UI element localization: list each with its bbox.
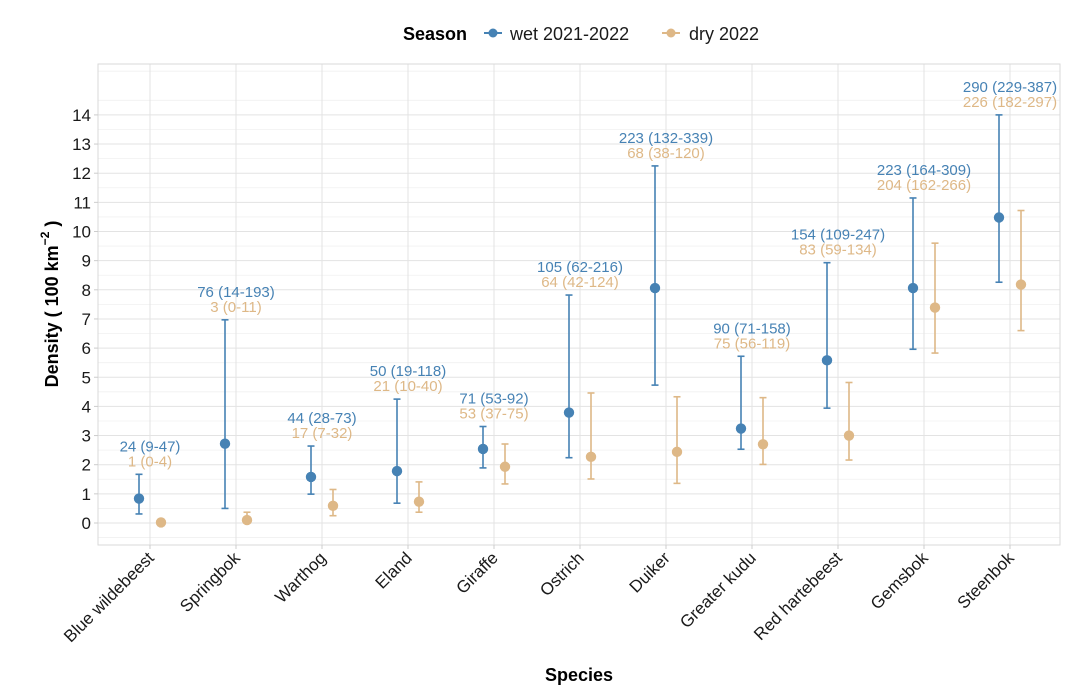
y-tick-label: 11 — [73, 193, 91, 212]
errorbar — [565, 294, 573, 459]
data-label-wet: 50 (19-118) — [370, 363, 446, 380]
x-axis-title: Species — [545, 665, 613, 685]
data-label-dry: 53 (37-75) — [459, 406, 528, 423]
errorbar — [221, 319, 229, 510]
data-label-wet: 76 (14-193) — [197, 284, 275, 301]
data-point — [671, 446, 683, 458]
legend-entry-dry: dry 2022 — [662, 24, 759, 44]
data-label-dry: 68 (38-120) — [627, 145, 705, 162]
data-label-wet: 223 (164-309) — [877, 162, 971, 179]
data-label-wet: 24 (9-47) — [120, 438, 181, 455]
legend: Season wet 2021-2022 dry 2022 — [403, 24, 759, 44]
data-point — [843, 430, 855, 441]
y-tick-label: 0 — [82, 514, 91, 533]
data-label-dry: 226 (182-297) — [963, 94, 1057, 111]
y-tick-label: 13 — [72, 135, 91, 154]
y-axis-title-close: ) — [42, 221, 62, 232]
data-point — [413, 496, 425, 507]
data-point — [219, 438, 231, 449]
legend-label-wet: wet 2021-2022 — [509, 24, 629, 44]
series-dry — [155, 209, 1027, 528]
errorbar — [823, 261, 831, 409]
data-label-dry: 3 (0-11) — [210, 299, 261, 316]
y-tick-label: 12 — [72, 164, 91, 183]
data-label-dry: 204 (162-266) — [877, 177, 971, 194]
panel-border — [97, 63, 1061, 546]
y-tick-label: 3 — [82, 427, 91, 446]
data-point — [563, 407, 575, 418]
errorbar — [307, 445, 315, 495]
y-tick-label: 10 — [72, 223, 91, 242]
data-label-dry: 64 (42-124) — [541, 274, 619, 291]
data-label-dry: 1 (0-4) — [128, 453, 172, 470]
data-point — [649, 282, 661, 294]
data-point — [585, 451, 597, 463]
data-point — [757, 439, 769, 450]
series-wet — [133, 114, 1005, 515]
data-point — [305, 471, 317, 483]
errorbar — [673, 395, 681, 485]
y-tick-label: 2 — [82, 456, 91, 475]
data-label-dry: 17 (7-32) — [292, 425, 353, 442]
data-point — [499, 461, 511, 472]
y-tick-label: 9 — [82, 252, 91, 271]
errorbar — [651, 165, 659, 386]
y-axis-title: Density ( 100 km−2 ) — [38, 221, 62, 388]
errorbar — [393, 398, 401, 504]
data-label-wet: 105 (62-216) — [537, 259, 623, 276]
y-axis-title-superscript: −2 — [38, 231, 52, 245]
data-point — [735, 423, 747, 434]
data-label-dry: 21 (10-40) — [373, 378, 442, 395]
y-tick-label: 4 — [82, 397, 91, 416]
legend-key-point-dry — [666, 28, 676, 38]
data-point — [1015, 279, 1027, 290]
errorbar — [931, 242, 939, 354]
series-layer — [133, 114, 1027, 528]
errorbar — [995, 114, 1003, 284]
y-tick-label: 7 — [82, 310, 91, 329]
data-point — [391, 465, 403, 477]
legend-entry-wet: wet 2021-2022 — [484, 24, 629, 44]
errorbar — [587, 392, 595, 480]
data-point — [477, 443, 489, 455]
errorbar — [845, 381, 853, 461]
errorbar — [1017, 209, 1025, 332]
errorbar — [909, 197, 917, 351]
legend-key-point-wet — [488, 28, 498, 38]
data-label-wet: 44 (28-73) — [287, 410, 356, 427]
legend-label-dry: dry 2022 — [689, 24, 759, 44]
data-label-wet: 71 (53-92) — [459, 391, 528, 408]
data-label-wet: 90 (71-158) — [713, 320, 791, 337]
major-gridlines — [98, 64, 1060, 545]
data-label-wet: 154 (109-247) — [791, 227, 885, 244]
y-tick-label: 8 — [82, 281, 91, 300]
errorbar — [759, 396, 767, 466]
y-axis-title-main: Density ( 100 km — [42, 245, 62, 387]
data-label-wet: 223 (132-339) — [619, 130, 713, 147]
y-tick-label: 5 — [82, 368, 91, 387]
data-labels: 24 (9-47)1 (0-4) 76 (14-193)3 (0-11) 44 (2… — [120, 79, 1058, 470]
data-point — [327, 500, 339, 512]
y-tick-label: 6 — [82, 339, 91, 358]
data-point — [929, 302, 941, 313]
y-tick-label: 14 — [72, 106, 91, 125]
data-point — [907, 282, 919, 294]
legend-title: Season — [403, 24, 467, 44]
data-point — [133, 493, 145, 504]
data-point — [993, 212, 1005, 223]
minor-gridlines — [98, 70, 1060, 538]
data-label-dry: 75 (56-119) — [714, 335, 790, 352]
data-point — [821, 355, 833, 366]
data-point — [155, 517, 167, 528]
data-label-dry: 83 (59-134) — [799, 242, 877, 259]
data-point — [241, 514, 253, 526]
y-tick-label: 1 — [82, 485, 91, 504]
plot-panel: 24 (9-47)1 (0-4) 76 (14-193)3 (0-11) 44 (2… — [97, 63, 1061, 546]
data-label-wet: 290 (229-387) — [963, 79, 1057, 96]
